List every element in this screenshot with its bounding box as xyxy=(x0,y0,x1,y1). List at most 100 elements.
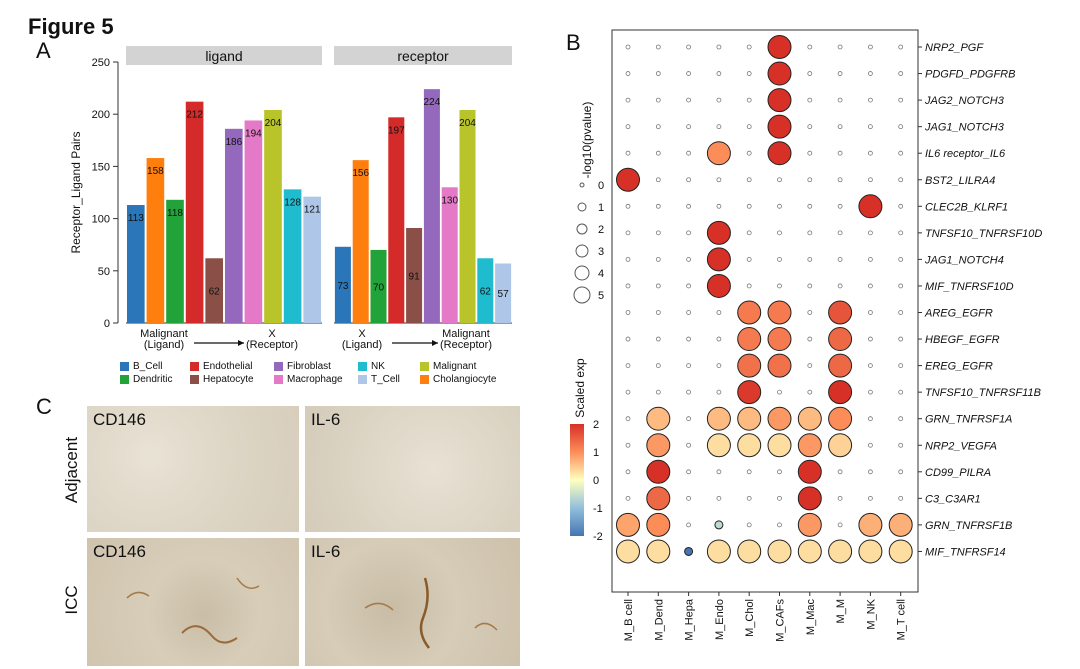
empty-point xyxy=(625,363,631,369)
empty-point xyxy=(898,336,904,342)
empty-point xyxy=(837,97,843,103)
empty-point xyxy=(837,71,843,76)
data-point xyxy=(737,327,762,352)
empty-point xyxy=(686,389,692,395)
empty-point xyxy=(807,44,813,50)
direction-arrow-head xyxy=(238,340,244,346)
color-legend-label: -2 xyxy=(593,531,603,543)
legend-item-t_cell: T_Cell xyxy=(358,374,400,385)
bar-value-label: 73 xyxy=(337,281,349,292)
empty-point xyxy=(716,469,722,475)
bar-cholangiocyte xyxy=(146,158,165,323)
y-tick-label: 150 xyxy=(92,161,110,173)
empty-point xyxy=(777,389,782,395)
data-point xyxy=(767,61,792,86)
bar-value-label: 113 xyxy=(128,213,144,224)
empty-point xyxy=(746,230,752,236)
legend-swatch xyxy=(274,375,283,384)
data-point xyxy=(797,486,822,511)
y-tick-label: IL6 receptor_IL6 xyxy=(925,148,1006,160)
empty-point xyxy=(655,203,661,209)
empty-point xyxy=(686,177,692,183)
legend-item-endothelial: Endothelial xyxy=(190,361,252,372)
data-point xyxy=(646,406,671,431)
legend-item-b_cell: B_Cell xyxy=(120,361,162,372)
data-point xyxy=(714,520,724,530)
data-point xyxy=(767,327,792,352)
x-tick-label: M_Dend xyxy=(653,599,665,641)
data-point xyxy=(706,539,731,564)
empty-point xyxy=(625,469,631,475)
empty-point xyxy=(655,230,661,236)
empty-point xyxy=(898,44,904,50)
data-point xyxy=(797,539,822,564)
size-legend-circle xyxy=(577,202,587,212)
empty-point xyxy=(655,177,661,183)
data-point xyxy=(767,406,792,431)
empty-point xyxy=(746,469,752,475)
legend-label: NK xyxy=(371,361,385,372)
empty-point xyxy=(625,203,631,209)
legend-item-cholangiocyte: Cholangiocyte xyxy=(420,374,496,385)
empty-point xyxy=(837,44,843,50)
ihc-label-il6-icc: IL-6 xyxy=(311,542,341,561)
empty-point xyxy=(837,177,843,183)
empty-point xyxy=(898,310,904,315)
empty-point xyxy=(746,495,752,501)
bar-value-label: 204 xyxy=(265,118,282,129)
legend-item-fibroblast: Fibroblast xyxy=(274,361,331,372)
data-point xyxy=(706,406,731,431)
empty-point xyxy=(746,97,752,103)
legend-item-nk: NK xyxy=(358,361,385,372)
y-tick-label: AREG_EGFR xyxy=(924,308,993,320)
empty-point xyxy=(837,495,843,501)
x-tick-label: M_M xyxy=(835,599,847,623)
y-tick-label: CLEC2B_KLRF1 xyxy=(925,201,1008,213)
figure-title: Figure 5 xyxy=(28,14,114,39)
bar-value-label: 224 xyxy=(424,97,441,108)
data-point xyxy=(797,433,822,458)
ihc-stain-marks xyxy=(364,577,498,649)
empty-point xyxy=(686,230,692,236)
data-point xyxy=(646,433,671,458)
empty-point xyxy=(655,389,661,395)
x-label-from: Malignant xyxy=(140,328,188,340)
empty-point xyxy=(777,469,782,475)
legend-swatch xyxy=(120,375,129,384)
legend-swatch xyxy=(420,362,429,371)
y-tick-label: CD99_PILRA xyxy=(925,467,991,479)
data-point xyxy=(797,406,822,431)
data-point xyxy=(616,539,640,564)
row-label-adjacent: Adjacent xyxy=(62,436,81,504)
direction-arrow-head xyxy=(432,340,438,346)
data-point xyxy=(706,220,731,245)
bar-hepatocyte xyxy=(406,227,423,323)
y-tick-label: EREG_EGFR xyxy=(925,361,993,373)
bar-value-label: 194 xyxy=(245,128,262,139)
bar-value-label: 204 xyxy=(459,118,476,129)
empty-point xyxy=(716,336,722,342)
empty-point xyxy=(777,203,782,209)
empty-point xyxy=(716,203,722,209)
empty-point xyxy=(807,71,813,76)
empty-point xyxy=(898,416,904,422)
x-tick-label: M_CAFs xyxy=(775,599,787,642)
panel-a-ylabel: Receptor_Ligand Pairs xyxy=(69,131,83,253)
y-tick-label: JAG2_NOTCH3 xyxy=(924,95,1005,107)
x-label-to: (Receptor) xyxy=(246,339,298,351)
empty-point xyxy=(716,495,722,501)
empty-point xyxy=(898,230,904,236)
size-legend-title: -log10(pvalue) xyxy=(580,102,594,179)
legend-item-dendritic: Dendritic xyxy=(120,374,172,385)
empty-point xyxy=(898,97,904,103)
data-point xyxy=(737,380,762,405)
empty-point xyxy=(746,44,752,50)
bar-nk xyxy=(283,189,302,323)
legend-label: T_Cell xyxy=(371,374,400,385)
legend-label: Malignant xyxy=(433,361,477,372)
color-legend-label: 0 xyxy=(593,475,599,487)
data-point xyxy=(737,353,762,378)
bar-b_cell xyxy=(334,246,351,323)
empty-point xyxy=(867,495,873,501)
data-point xyxy=(858,512,883,537)
